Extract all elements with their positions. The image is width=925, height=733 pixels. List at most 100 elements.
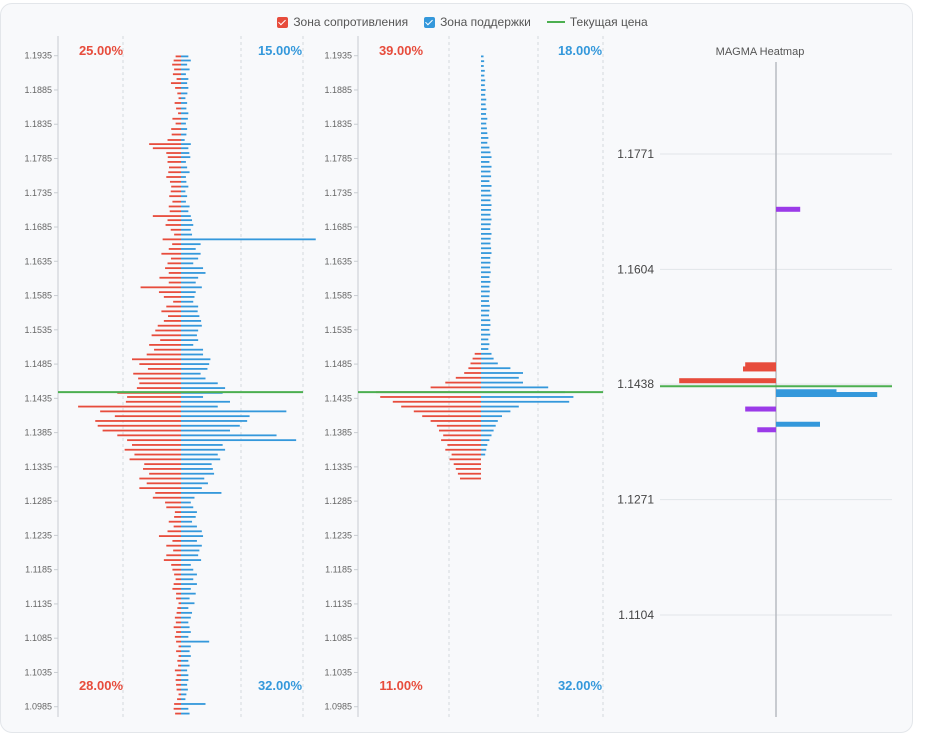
resistance-bar: [174, 233, 181, 236]
support-bar: [181, 554, 199, 557]
resistance-bar: [167, 156, 181, 159]
resistance-bar: [168, 248, 181, 250]
legend-item-support[interactable]: Зона поддержки: [424, 15, 531, 29]
line-swatch-icon: [546, 21, 565, 23]
checkbox-checked-icon[interactable]: [277, 16, 289, 28]
resistance-bar: [457, 472, 481, 475]
resistance-bar: [745, 362, 776, 368]
resistance-bar: [139, 363, 181, 365]
y-tick-label: 1.1035: [24, 667, 52, 677]
percent-label-bottom-right: 32.00%: [558, 678, 603, 693]
resistance-bar: [455, 468, 481, 470]
resistance-bar: [470, 362, 481, 365]
support-bar: [181, 400, 230, 403]
support-bar: [481, 256, 491, 259]
support-bar: [481, 84, 485, 87]
resistance-bar: [175, 621, 181, 624]
y-tick-label: 1.1385: [24, 428, 52, 438]
support-bar: [181, 410, 287, 413]
resistance-bar: [149, 472, 181, 475]
support-bar: [181, 424, 240, 427]
support-bar: [481, 175, 492, 178]
resistance-bar: [176, 78, 181, 80]
resistance-bar: [172, 117, 181, 120]
support-bar: [481, 194, 492, 197]
support-bar: [181, 171, 190, 174]
support-bar: [481, 113, 487, 115]
resistance-bar: [178, 655, 181, 657]
resistance-bar: [443, 434, 481, 437]
support-bar: [181, 477, 205, 480]
support-bar: [181, 87, 189, 89]
resistance-bar: [132, 358, 181, 361]
support-bar: [181, 578, 194, 581]
y-tick-label: 1.1185: [325, 565, 352, 575]
support-bar: [181, 128, 188, 130]
support-bar: [181, 238, 316, 241]
support-bar: [181, 535, 204, 537]
y-tick-label: 1.1885: [324, 85, 352, 95]
support-bar: [181, 267, 204, 270]
support-bar: [181, 210, 189, 213]
support-bar: [181, 185, 189, 188]
support-bar: [181, 405, 218, 408]
support-bar: [181, 415, 250, 418]
y-tick-label: 1.1735: [24, 188, 52, 198]
support-bar: [181, 511, 197, 514]
support-bar: [481, 415, 502, 418]
resistance-bar: [430, 420, 481, 422]
resistance-bar: [175, 55, 181, 58]
support-bar: [181, 501, 191, 504]
resistance-bar: [175, 712, 181, 715]
support-bar: [181, 645, 191, 648]
resistance-bar: [380, 396, 481, 398]
checkbox-checked-icon[interactable]: [424, 16, 436, 28]
resistance-bar: [167, 139, 181, 141]
resistance-bar: [167, 262, 181, 265]
support-bar: [181, 272, 206, 274]
resistance-bar: [165, 267, 181, 270]
support-bar: [181, 583, 197, 585]
resistance-bar: [163, 559, 181, 561]
support-bar: [181, 176, 186, 178]
resistance-bar: [176, 640, 181, 643]
support-bar: [181, 291, 196, 294]
legend-item-resistance[interactable]: Зона сопротивления: [277, 15, 408, 29]
resistance-bar: [172, 63, 181, 66]
y-tick-label: 1.1635: [324, 256, 352, 266]
resistance-bar: [139, 477, 181, 480]
resistance-bar: [167, 530, 181, 533]
resistance-bar: [175, 679, 181, 681]
support-bar: [181, 117, 188, 120]
resistance-bar: [158, 535, 181, 537]
resistance-bar: [152, 215, 181, 217]
support-bar: [181, 219, 193, 222]
resistance-bar: [472, 357, 481, 360]
resistance-bar: [127, 396, 181, 398]
support-bar: [481, 386, 549, 389]
y-tick-label: 1.1285: [24, 496, 52, 506]
percent-label-top-left: 39.00%: [379, 43, 424, 58]
resistance-bar: [176, 674, 181, 677]
legend-item-price[interactable]: Текущая цена: [546, 15, 648, 29]
support-bar: [181, 156, 191, 159]
y-tick-label: 1.1135: [325, 599, 352, 609]
resistance-bar: [173, 707, 181, 710]
resistance-bar: [413, 410, 481, 413]
support-bar: [481, 74, 485, 77]
support-bar: [181, 200, 186, 203]
resistance-bar: [168, 166, 181, 169]
support-bar: [181, 305, 199, 308]
percent-label-bottom-right: 32.00%: [258, 678, 303, 693]
resistance-bar: [168, 272, 181, 274]
y-tick-label: 1.1285: [324, 496, 352, 506]
resistance-bar: [151, 334, 181, 337]
support-bar: [181, 300, 194, 303]
resistance-bar: [127, 439, 181, 442]
support-bar: [481, 223, 491, 226]
y-tick-label: 1.1585: [24, 291, 52, 301]
resistance-bar: [445, 381, 481, 384]
y-tick-label: 1.1785: [324, 153, 352, 163]
support-bar: [481, 108, 487, 111]
resistance-bar: [173, 300, 181, 303]
